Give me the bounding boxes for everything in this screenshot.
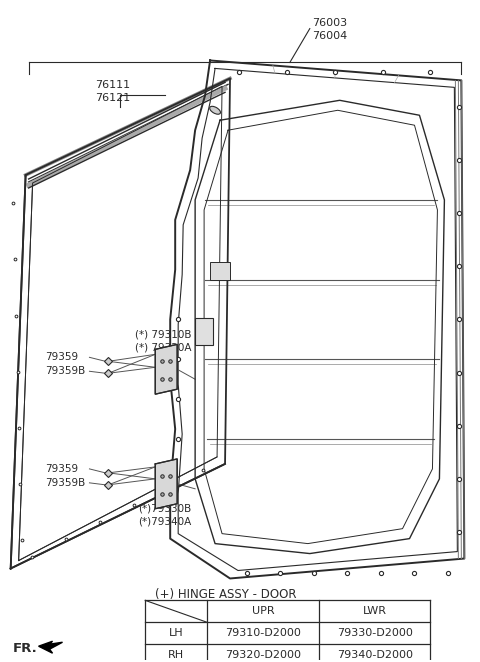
Text: LWR: LWR bbox=[362, 606, 386, 616]
Text: 79330-D2000: 79330-D2000 bbox=[336, 628, 412, 638]
Text: UPR: UPR bbox=[252, 606, 274, 616]
Text: 79359B: 79359B bbox=[46, 366, 86, 376]
Text: 79359: 79359 bbox=[46, 464, 79, 474]
Polygon shape bbox=[155, 344, 177, 394]
Polygon shape bbox=[38, 641, 62, 653]
Text: RH: RH bbox=[168, 650, 184, 660]
Text: (*)79330B: (*)79330B bbox=[138, 504, 192, 514]
Text: (*) 79310B: (*) 79310B bbox=[135, 330, 192, 340]
Text: 76004: 76004 bbox=[312, 30, 347, 40]
Text: (+) HINGE ASSY - DOOR: (+) HINGE ASSY - DOOR bbox=[155, 588, 297, 601]
Text: 79359: 79359 bbox=[46, 352, 79, 362]
Text: 79310-D2000: 79310-D2000 bbox=[225, 628, 301, 638]
Text: 79340-D2000: 79340-D2000 bbox=[336, 650, 413, 660]
Text: LH: LH bbox=[169, 628, 183, 638]
Polygon shape bbox=[155, 459, 177, 508]
Text: FR.: FR. bbox=[12, 641, 37, 655]
Text: 76121: 76121 bbox=[96, 93, 131, 103]
Text: 76003: 76003 bbox=[312, 18, 347, 28]
Text: 76111: 76111 bbox=[96, 80, 131, 91]
Text: 79320-D2000: 79320-D2000 bbox=[225, 650, 301, 660]
Text: 79359B: 79359B bbox=[46, 478, 86, 488]
FancyBboxPatch shape bbox=[195, 318, 213, 346]
Text: (*)79340A: (*)79340A bbox=[138, 516, 192, 527]
Text: (*) 79320A: (*) 79320A bbox=[135, 342, 192, 352]
Ellipse shape bbox=[210, 107, 220, 115]
Bar bbox=[210, 261, 230, 279]
